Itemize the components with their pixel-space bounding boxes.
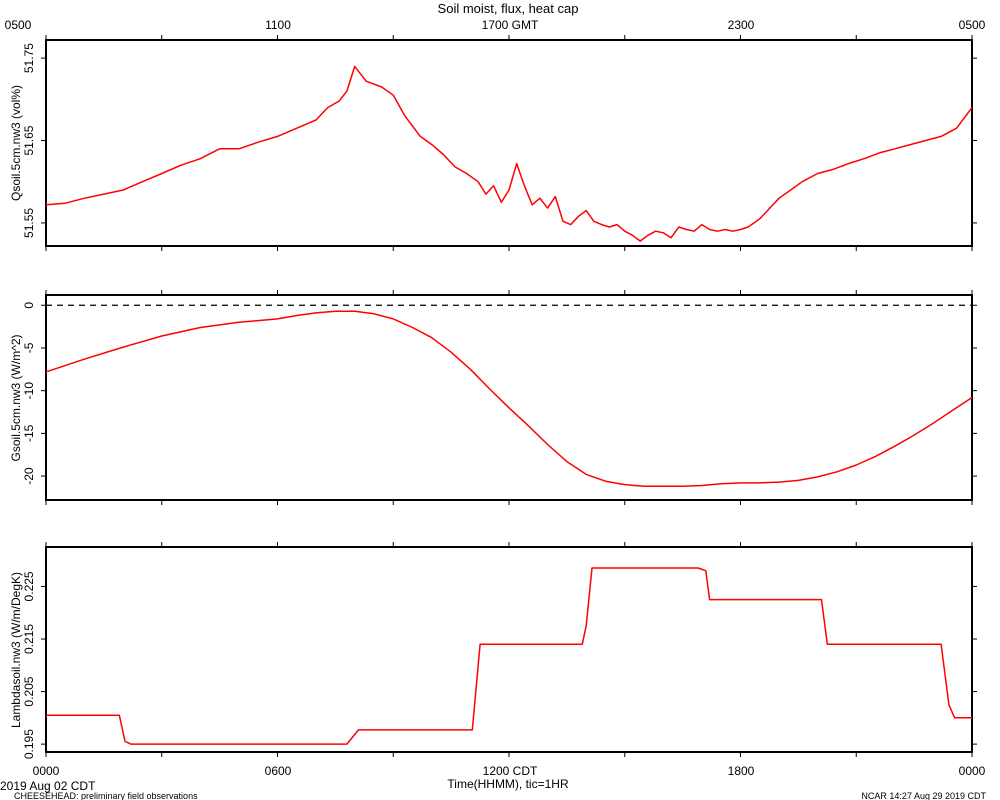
cdt-tick-label: 1800	[728, 764, 755, 778]
chart-title: Soil moist, flux, heat cap	[438, 1, 579, 16]
y-tick-label: -5	[22, 342, 36, 353]
plot-frame	[45, 294, 973, 501]
y-tick-label: -20	[22, 467, 36, 485]
project-note: CHEESEHEAD: preliminary field observatio…	[14, 791, 198, 800]
gmt-tick-label: 0500	[5, 18, 32, 32]
plot-frame	[45, 39, 973, 247]
plot-frame	[45, 546, 973, 753]
y-tick-label: -10	[22, 382, 36, 400]
series-line	[46, 567, 972, 745]
series-line	[45, 65, 973, 242]
series-line	[45, 310, 973, 488]
y-tick-label: 51.65	[22, 125, 36, 155]
moisture-panel: 51.55 51.65 51.75 Qsoil.5cm.nw3 (vol%)	[9, 35, 977, 251]
gmt-tick-label: 0500	[959, 18, 986, 32]
gmt-tick-label: 1100	[265, 18, 291, 32]
cdt-tick-label: 0000	[959, 764, 986, 778]
y-tick-label: 51.75	[22, 43, 36, 73]
cdt-tick-label: 0600	[265, 764, 292, 778]
y-tick-label: 0.225	[22, 571, 36, 601]
y-axis-label: Qsoil.5cm.nw3 (vol%)	[9, 85, 23, 201]
y-tick-label: 0	[22, 302, 36, 309]
y-tick-label: 51.55	[22, 208, 36, 238]
y-axis-label: Lambdasoil.nw3 (W/m/DegK)	[9, 572, 23, 728]
cdt-tick-label: 1200 CDT	[483, 764, 538, 778]
x-axis-label: Time(HHMM), tic=1HR	[447, 777, 569, 791]
y-tick-label: 0.205	[22, 676, 36, 706]
y-axis-label: Gsoil.5cm.nw3 (W/m^2)	[9, 335, 23, 462]
gmt-tick-label: 2300	[728, 18, 755, 32]
gmt-tick-label: 1700 GMT	[482, 18, 539, 32]
plot-date: 2019 Aug 02 CDT	[0, 779, 96, 793]
cdt-tick-label: 0000	[33, 764, 60, 778]
y-tick-label: 0.195	[22, 729, 36, 759]
heat-flux-panel: 0 -5 -10 -15 -20 Gsoil.5cm.nw3 (W/m^2)	[9, 290, 977, 505]
y-tick-label: 0.215	[22, 624, 36, 654]
generation-credit: NCAR 14:27 Aug 29 2019 CDT	[861, 791, 986, 800]
y-tick-label: -15	[22, 424, 36, 442]
